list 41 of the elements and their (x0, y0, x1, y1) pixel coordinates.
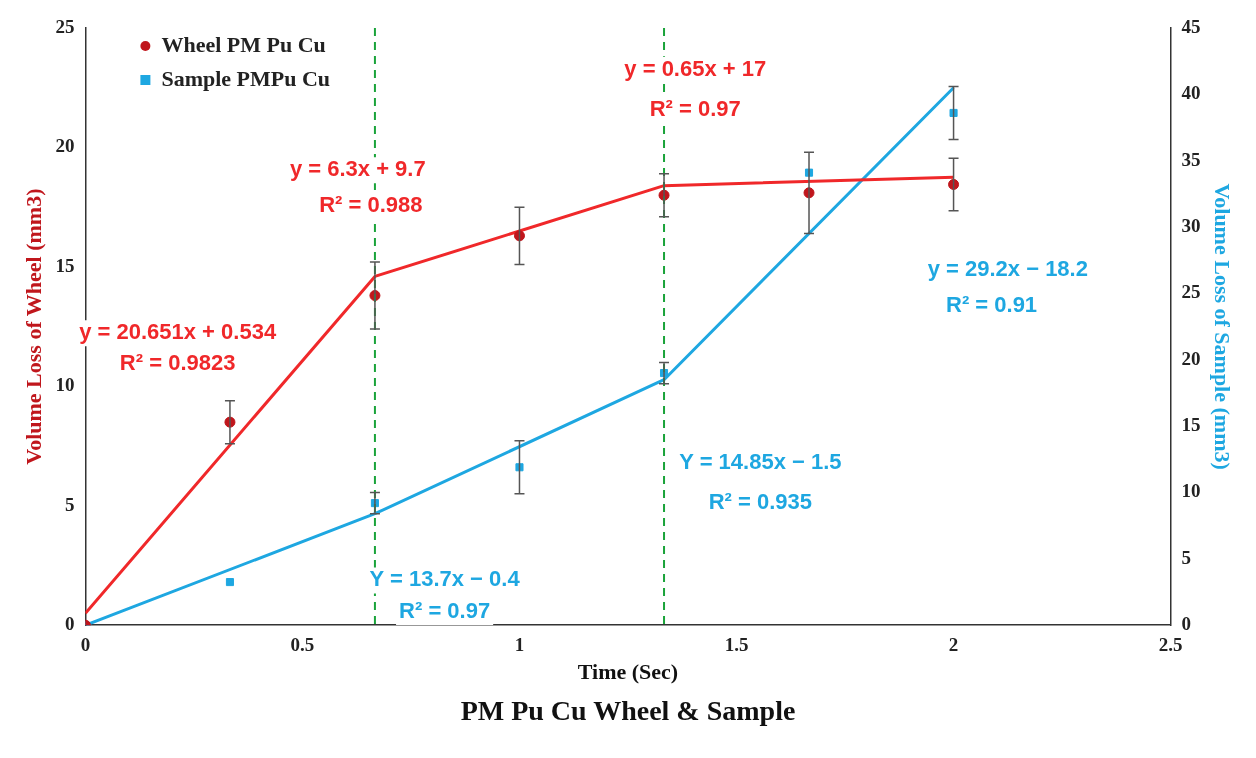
y-tick-label: 15 (55, 254, 75, 276)
y-tick-label: 20 (55, 135, 75, 157)
y2-tick-label: 15 (1181, 414, 1201, 436)
x-tick-label: 1 (514, 633, 525, 655)
y2-tick-label: 30 (1181, 214, 1201, 236)
annotation: y = 20.651x + 0.534 (79, 319, 277, 345)
y2-tick-label: 35 (1181, 148, 1201, 170)
x-tick-label: 1.5 (724, 633, 749, 655)
x-tick-label: 0.5 (290, 633, 315, 655)
annotation: R² = 0.9823 (119, 350, 236, 376)
y2-tick-label: 25 (1181, 281, 1201, 303)
annotation: R² = 0.935 (708, 489, 813, 515)
annotation: Y = 14.85x − 1.5 (679, 449, 842, 475)
y-tick-label: 0 (64, 613, 75, 635)
text: PM Pu Cu Wheel & Sample (460, 695, 796, 727)
annotation: y = 29.2x − 18.2 (927, 255, 1088, 281)
y2-tick-label: 40 (1181, 82, 1201, 104)
legend-label: Sample PMPu Cu (161, 65, 331, 91)
y-tick-label: 25 (55, 15, 75, 37)
point (225, 578, 234, 587)
x-axis-title: Time (Sec) (577, 658, 679, 684)
annotation: R² = 0.91 (945, 291, 1038, 317)
legend-label: Wheel PM Pu Cu (161, 31, 326, 57)
y-axis-title: Volume Loss of Wheel (mm3) (20, 188, 46, 465)
y-tick-label: 10 (55, 374, 75, 396)
y2-tick-label: 45 (1181, 15, 1201, 37)
x-tick-label: 0 (80, 633, 91, 655)
y2-tick-label: 5 (1181, 546, 1192, 568)
y-tick-label: 5 (64, 493, 75, 515)
y2-axis-title: Volume Loss of Sample (mm3) (1210, 183, 1236, 470)
annotation: y = 6.3x + 9.7 (289, 156, 426, 182)
y2-tick-label: 10 (1181, 480, 1201, 502)
annotation: R² = 0.97 (649, 95, 741, 121)
x-tick-label: 2.5 (1158, 633, 1183, 655)
y2-tick-label: 20 (1181, 347, 1201, 369)
annotation: y = 0.65x + 17 (624, 55, 767, 81)
annotation: R² = 0.988 (319, 192, 423, 218)
x-tick-label: 2 (948, 633, 959, 655)
annotation: Y = 13.7x − 0.4 (369, 566, 521, 592)
y2-tick-label: 0 (1181, 613, 1192, 635)
annotation: R² = 0.97 (399, 598, 491, 624)
